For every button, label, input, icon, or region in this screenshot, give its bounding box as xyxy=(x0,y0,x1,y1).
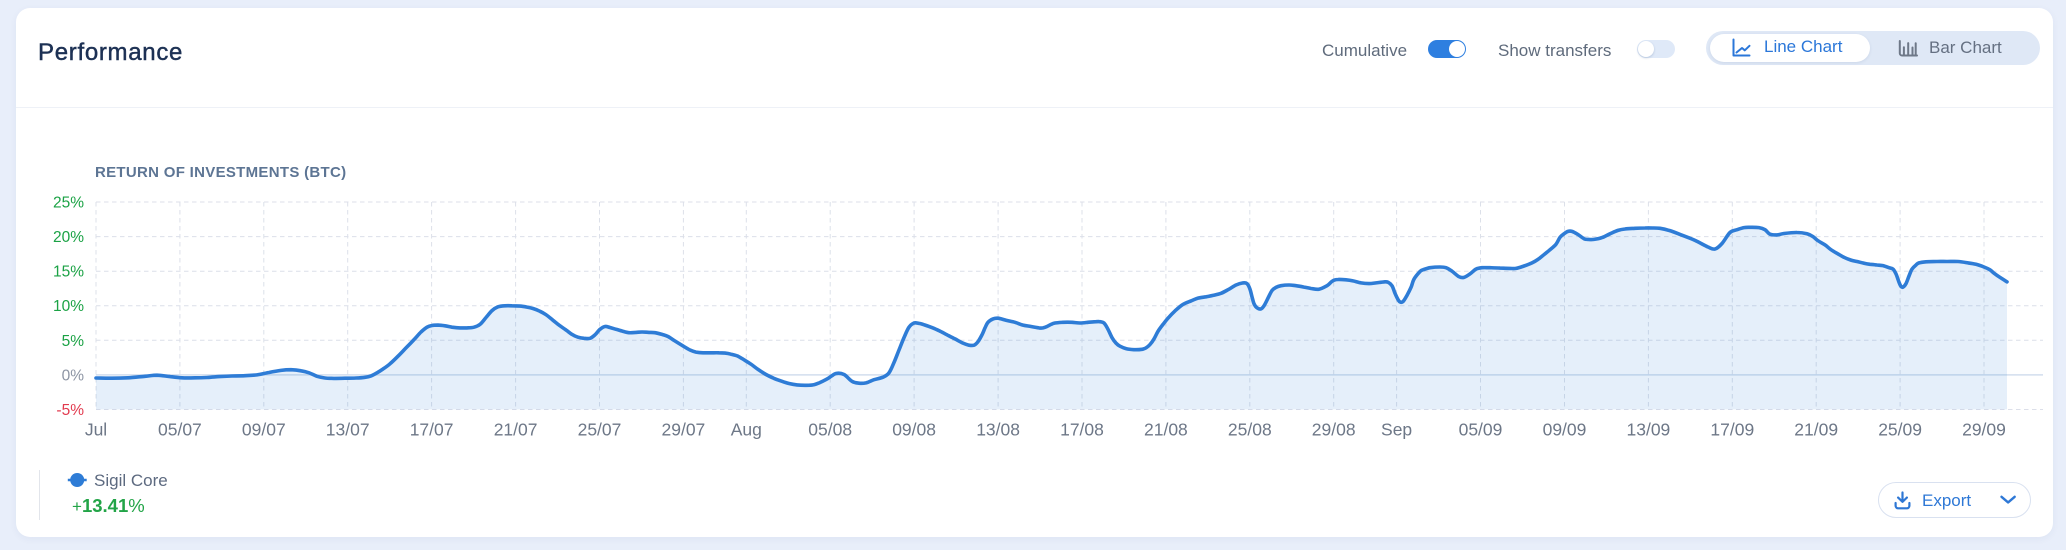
svg-text:05/07: 05/07 xyxy=(158,420,202,440)
svg-text:21/09: 21/09 xyxy=(1794,420,1838,440)
svg-text:29/09: 29/09 xyxy=(1962,420,2006,440)
svg-text:25/07: 25/07 xyxy=(578,420,622,440)
svg-text:05/09: 05/09 xyxy=(1459,420,1503,440)
svg-text:17/09: 17/09 xyxy=(1710,420,1754,440)
svg-text:5%: 5% xyxy=(62,333,85,350)
svg-text:13/08: 13/08 xyxy=(976,420,1020,440)
svg-text:15%: 15% xyxy=(53,264,84,281)
svg-text:29/08: 29/08 xyxy=(1312,420,1356,440)
svg-text:10%: 10% xyxy=(53,298,84,315)
svg-text:09/07: 09/07 xyxy=(242,420,286,440)
svg-text:13/09: 13/09 xyxy=(1627,420,1671,440)
svg-text:17/08: 17/08 xyxy=(1060,420,1104,440)
svg-text:25%: 25% xyxy=(53,195,84,212)
svg-text:21/07: 21/07 xyxy=(494,420,538,440)
svg-text:05/08: 05/08 xyxy=(808,420,852,440)
svg-text:21/08: 21/08 xyxy=(1144,420,1188,440)
svg-text:25/09: 25/09 xyxy=(1878,420,1922,440)
svg-text:20%: 20% xyxy=(53,229,84,246)
svg-text:Jul: Jul xyxy=(85,420,107,440)
svg-text:09/08: 09/08 xyxy=(892,420,936,440)
svg-text:13/07: 13/07 xyxy=(326,420,370,440)
svg-text:25/08: 25/08 xyxy=(1228,420,1272,440)
svg-text:-5%: -5% xyxy=(56,402,84,419)
svg-text:0%: 0% xyxy=(62,367,85,384)
svg-text:29/07: 29/07 xyxy=(662,420,706,440)
svg-text:09/09: 09/09 xyxy=(1543,420,1587,440)
svg-text:17/07: 17/07 xyxy=(410,420,454,440)
svg-text:Sep: Sep xyxy=(1381,420,1412,440)
svg-text:Aug: Aug xyxy=(731,420,762,440)
